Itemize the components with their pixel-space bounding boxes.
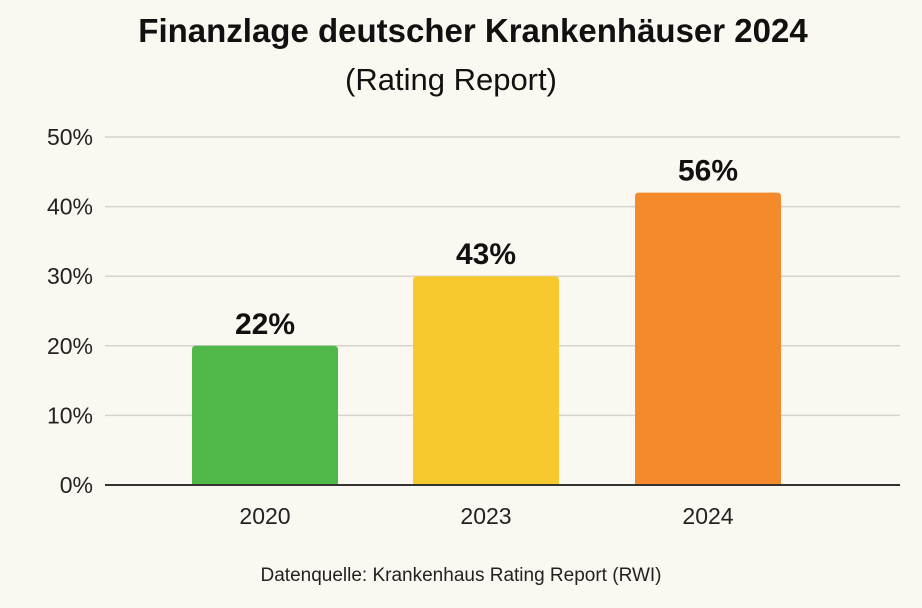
chart-title: Finanzlage deutscher Krankenhäuser 2024 bbox=[138, 12, 808, 49]
chart-subtitle: (Rating Report) bbox=[345, 62, 557, 97]
bar-2020 bbox=[192, 345, 338, 485]
y-tick-label: 10% bbox=[47, 402, 93, 428]
data-label: 22% bbox=[235, 308, 295, 341]
x-tick-label: 2023 bbox=[460, 503, 511, 529]
bar-2023 bbox=[413, 276, 559, 485]
x-tick-label: 2024 bbox=[682, 503, 733, 529]
y-tick-label: 0% bbox=[60, 472, 93, 498]
y-tick-label: 20% bbox=[47, 333, 93, 359]
y-tick-label: 40% bbox=[47, 194, 93, 220]
data-label: 43% bbox=[456, 238, 516, 271]
y-tick-label: 30% bbox=[47, 263, 93, 289]
bar-2024 bbox=[635, 192, 781, 485]
source-note: Datenquelle: Krankenhaus Rating Report (… bbox=[260, 565, 662, 586]
data-label: 56% bbox=[678, 155, 738, 188]
y-tick-label: 50% bbox=[47, 124, 93, 150]
x-tick-label: 2020 bbox=[239, 503, 290, 529]
